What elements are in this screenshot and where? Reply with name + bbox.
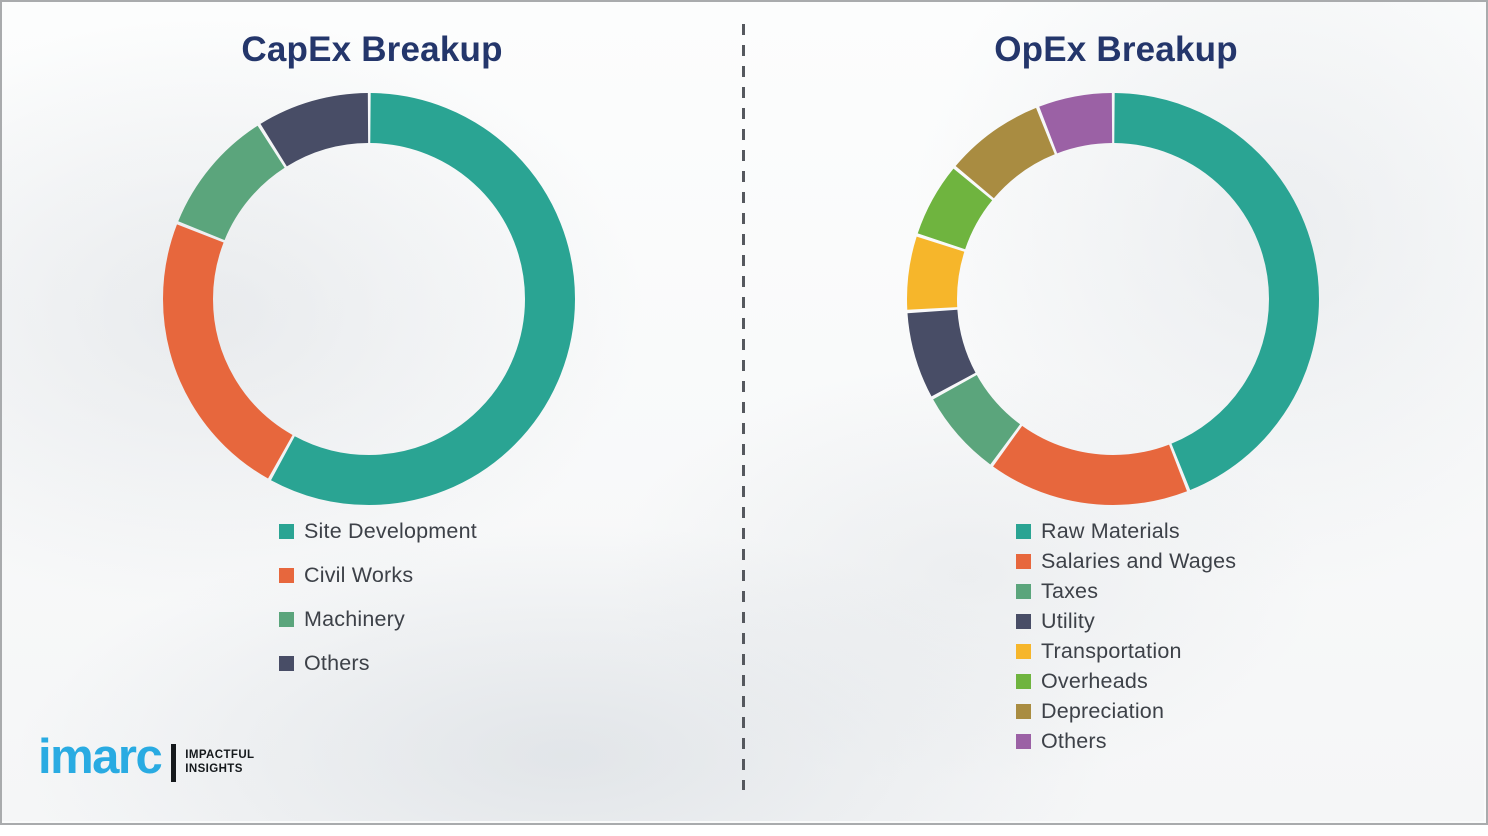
logo-tagline-line2: INSIGHTS xyxy=(185,763,243,775)
legend-swatch-civil-works xyxy=(279,567,294,583)
legend-label-salaries-and-wages: Salaries and Wages xyxy=(1041,548,1237,573)
legend-item-utility: Utility xyxy=(1016,606,1236,636)
legend-label-capex-others: Others xyxy=(304,650,370,675)
legend-item-machinery: Machinery xyxy=(279,597,477,641)
legend-label-civil-works: Civil Works xyxy=(304,562,414,587)
legend-label-taxes: Taxes xyxy=(1041,578,1099,603)
legend-swatch-taxes xyxy=(1016,583,1031,599)
legend-label-machinery: Machinery xyxy=(304,606,405,631)
legend-swatch-salaries-and-wages xyxy=(1016,553,1031,569)
legend-item-capex-others: Others xyxy=(279,641,477,685)
legend-item-depreciation: Depreciation xyxy=(1016,696,1236,726)
legend-item-site-development: Site Development xyxy=(279,509,477,553)
legend-item-salaries-and-wages: Salaries and Wages xyxy=(1016,546,1236,576)
capex-segment-site-development xyxy=(163,93,575,505)
legend-swatch-depreciation xyxy=(1016,703,1031,719)
legend-label-raw-materials: Raw Materials xyxy=(1041,518,1180,543)
legend-label-overheads: Overheads xyxy=(1041,668,1148,693)
opex-segment-raw-materials xyxy=(907,93,1319,505)
legend-item-opex-others: Others xyxy=(1016,726,1236,756)
logo-tagline-line1: IMPACTFUL xyxy=(185,749,255,762)
legend-label-transportation: Transportation xyxy=(1041,638,1182,663)
capex-chart-title: CapEx Breakup xyxy=(241,30,503,69)
imarc-wordmark: imarc xyxy=(38,730,163,785)
legend-item-raw-materials: Raw Materials xyxy=(1016,516,1236,546)
legend-swatch-machinery xyxy=(279,611,294,627)
imarc-logo: imarc IMPACTFUL INSIGHTS xyxy=(38,730,254,785)
capex-legend: Site Development Civil Works Machinery O… xyxy=(279,509,477,685)
legend-swatch-capex-others xyxy=(279,655,294,671)
legend-item-civil-works: Civil Works xyxy=(279,553,477,597)
legend-item-taxes: Taxes xyxy=(1016,576,1236,606)
opex-donut-chart xyxy=(907,93,1319,505)
legend-label-opex-others: Others xyxy=(1041,728,1107,753)
capex-segment-civil-works xyxy=(163,93,575,505)
legend-swatch-overheads xyxy=(1016,673,1031,689)
legend-swatch-site-development xyxy=(279,523,294,539)
logo-divider-bar xyxy=(171,744,177,782)
legend-swatch-utility xyxy=(1016,613,1031,629)
legend-label-utility: Utility xyxy=(1041,608,1095,633)
opex-segment-salaries-and-wages xyxy=(907,93,1319,505)
legend-label-depreciation: Depreciation xyxy=(1041,698,1165,723)
legend-item-transportation: Transportation xyxy=(1016,636,1236,666)
legend-swatch-transportation xyxy=(1016,643,1031,659)
opex-segment-transportation xyxy=(907,93,1319,505)
legend-label-site-development: Site Development xyxy=(304,518,477,543)
legend-swatch-raw-materials xyxy=(1016,523,1031,539)
opex-legend: Raw Materials Salaries and Wages Taxes U… xyxy=(1016,516,1236,756)
legend-swatch-opex-others xyxy=(1016,733,1031,749)
logo-tagline: IMPACTFUL INSIGHTS xyxy=(185,749,254,777)
center-dashed-divider xyxy=(742,24,745,790)
opex-chart-title: OpEx Breakup xyxy=(994,30,1238,69)
legend-item-overheads: Overheads xyxy=(1016,666,1236,696)
capex-donut-chart xyxy=(163,93,575,505)
